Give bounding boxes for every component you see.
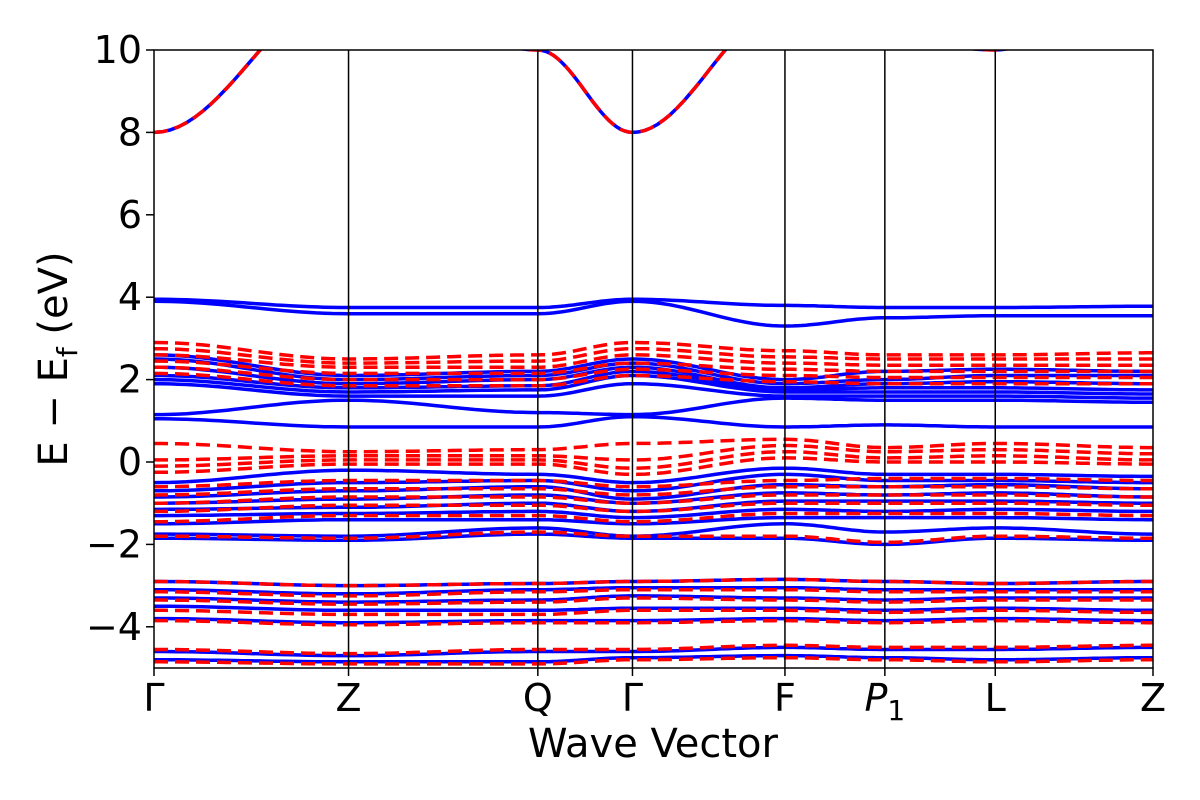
band-line-red-dashed-20 [154,608,1153,617]
plot-frame [153,49,1154,669]
band-line-red-dashed-9 [154,449,1153,470]
band-line-blue-solid-2 [154,299,1153,328]
band-line-blue-solid-16 [154,507,1153,520]
band-line-blue-solid-8 [154,381,1153,400]
y-tick-label: 8 [118,110,142,154]
bands-layer [154,50,1153,666]
x-tick-label: Q [523,676,553,720]
band-line-red-dashed-14 [154,501,1153,514]
band-line-blue-solid-17 [154,515,1153,526]
band-line-blue-solid-21 [154,585,1153,596]
band-line-red-dashed-1 [154,340,1153,361]
band-line-red-dashed-16 [154,530,1153,545]
band-line-blue-solid-1 [154,297,1153,310]
band-line-red-dashed-5 [154,365,1153,382]
y-tick-label: 2 [118,358,142,402]
band-line-blue-solid-23 [154,604,1153,613]
band-line-blue-solid-10 [154,414,1153,429]
band-line-blue-solid-22 [154,594,1153,604]
band-line-blue-solid-6 [154,369,1153,392]
band-line-red-dashed-22 [154,643,1153,656]
band-line-red-dashed-19 [154,596,1153,606]
band-line-red-dashed-7 [154,437,1153,454]
band-line-red-dashed-2 [154,346,1153,365]
band-line-blue-solid-24 [154,616,1153,625]
x-axis: Γ Z Q Γ F P1 L Z [143,668,1166,727]
x-axis-title: Wave Vector [528,721,779,767]
band-line-red-dashed-6 [154,371,1153,388]
band-line-blue-solid-26 [154,653,1153,664]
x-tick-label: P1 [864,676,905,727]
y-tick-label: 10 [94,28,142,72]
band-line-red-dashed-11 [154,476,1153,489]
y-tick-label: 0 [118,440,142,484]
band-line-blue-solid-11 [154,466,1153,485]
x-tick-label: Γ [143,676,164,720]
y-axis-title: E − Ef (eV) [31,251,84,466]
band-line-red-dashed-8 [154,443,1153,462]
band-line-red-dashed-15 [154,511,1153,524]
x-tick-label: Z [336,676,362,720]
band-line-blue-solid-18 [154,522,1153,538]
y-axis-title-unit: (eV) [31,251,77,347]
band-line-red-dashed-4 [154,359,1153,376]
band-line-red-dashed-18 [154,587,1153,598]
y-tick-label: 6 [118,193,142,237]
band-line-red-dashed-23 [154,655,1153,666]
band-line-blue-solid-25 [154,645,1153,658]
band-line-red-dashed-0 [154,50,1010,135]
x-tick-label: Z [1140,676,1166,720]
band-line-blue-solid-19 [154,532,1153,547]
band-line-red-dashed-3 [154,353,1153,369]
y-axis: −4 −2 0 2 4 6 8 10 [86,28,154,649]
band-line-blue-solid-3 [154,353,1153,382]
band-line-red-dashed-12 [154,484,1153,497]
x-tick-label: F [774,676,796,720]
band-line-red-dashed-13 [154,493,1153,505]
y-axis-title-main: E − E [31,357,77,467]
band-line-red-dashed-10 [154,456,1153,477]
band-line-blue-solid-9 [154,396,1153,417]
y-axis-title-subscript: f [51,346,84,357]
band-line-red-dashed-21 [154,618,1153,627]
y-tick-label: 4 [118,275,142,319]
band-line-blue-solid-7 [154,373,1153,396]
band-line-red-dashed-17 [154,577,1153,588]
band-line-blue-solid-0 [154,50,1010,135]
x-tick-label: L [985,676,1006,720]
x-tick-label: Γ [622,676,643,720]
high-symmetry-lines [347,50,997,668]
y-tick-label: −4 [86,605,142,649]
y-tick-label: −2 [86,522,142,566]
